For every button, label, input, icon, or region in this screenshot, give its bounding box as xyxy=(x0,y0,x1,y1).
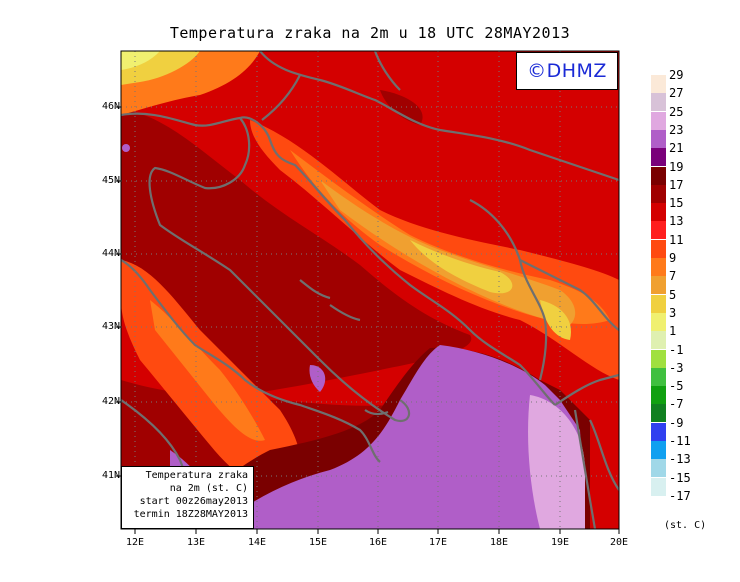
legend-level-label: 27 xyxy=(669,86,684,101)
field-ionian-23 xyxy=(215,345,585,529)
legend-level-label: 3 xyxy=(669,305,677,320)
field-sea-patch-23 xyxy=(309,365,326,392)
legend-level-label: 19 xyxy=(669,159,684,174)
field-alps-3 xyxy=(121,51,160,70)
lon-label-18e: 18E xyxy=(489,537,509,548)
legend-swatch xyxy=(651,404,666,423)
lat-label-45n: 45N xyxy=(101,175,120,186)
lat-label-41n: 41N xyxy=(101,470,120,481)
legend-swatch xyxy=(651,166,666,185)
legend-swatch xyxy=(651,367,666,386)
legend-level-label: -11 xyxy=(669,434,691,448)
legend-swatch xyxy=(651,221,666,240)
field-montenegro-5 xyxy=(540,300,571,340)
plot-frame xyxy=(120,50,620,530)
legend-swatch xyxy=(651,129,666,148)
legend-level-label: 13 xyxy=(669,214,684,229)
lon-label-16e: 16E xyxy=(368,537,388,548)
legend-swatch xyxy=(651,75,666,93)
field-ionian-25 xyxy=(528,395,585,529)
legend-level-label: -15 xyxy=(669,470,691,485)
legend-level-label: 23 xyxy=(669,122,684,137)
lon-label-20e: 20E xyxy=(609,537,629,548)
field-apennines-9 xyxy=(150,300,265,441)
field-dinarides-5 xyxy=(410,240,513,294)
legend-level-label: -1 xyxy=(669,342,684,357)
legend-swatch xyxy=(651,312,666,331)
legend-swatch xyxy=(651,477,666,496)
lon-label-19e: 19E xyxy=(550,537,570,548)
legend-level-label: 17 xyxy=(669,177,684,192)
legend-swatch xyxy=(651,184,666,203)
info-line-units: na 2m (st. C) xyxy=(169,483,248,494)
legend-level-label: 5 xyxy=(669,287,677,302)
lat-label-46n: 46N xyxy=(101,101,120,112)
legend-level-label: 15 xyxy=(669,196,684,211)
legend-level-label: 11 xyxy=(669,232,684,247)
field-sea-17 xyxy=(121,110,472,395)
lat-label-42n: 42N xyxy=(101,396,120,407)
legend-swatch xyxy=(651,386,666,405)
lon-label-13e: 13E xyxy=(186,537,206,548)
legend-swatch xyxy=(651,441,666,459)
legend-level-label: 1 xyxy=(669,324,677,339)
legend-swatch xyxy=(651,349,666,368)
legend-level-label: -5 xyxy=(669,379,684,394)
info-line-title: Temperatura zraka xyxy=(145,470,248,481)
lon-label-14e: 14E xyxy=(247,537,267,548)
legend-level-label: 25 xyxy=(669,104,684,119)
legend-units: (st. C) xyxy=(664,520,707,531)
legend-swatch xyxy=(651,459,666,478)
lat-label-44n: 44N xyxy=(101,248,120,259)
legend-swatch xyxy=(651,422,666,441)
legend-level-label: -3 xyxy=(669,360,684,375)
lon-label-12e: 12E xyxy=(125,537,145,548)
lon-label-17e: 17E xyxy=(428,537,448,548)
axis-ticks xyxy=(116,106,620,534)
legend-level-label: -13 xyxy=(669,452,691,467)
info-box: Temperatura zraka na 2m (st. C) start 00… xyxy=(121,466,254,529)
legend-swatch xyxy=(651,258,666,276)
graticule xyxy=(121,51,619,529)
field-dot-23 xyxy=(122,144,130,152)
legend-level-label: 7 xyxy=(669,269,677,284)
legend-level-label: -9 xyxy=(669,415,684,430)
legend-swatch xyxy=(651,239,666,258)
coastlines xyxy=(121,51,619,529)
legend-swatch xyxy=(651,331,666,350)
legend-swatch xyxy=(651,203,666,222)
legend-swatch xyxy=(651,111,666,130)
legend-level-label: 29 xyxy=(669,68,684,82)
info-line-termin: termin 18Z28MAY2013 xyxy=(133,509,248,520)
legend-swatch xyxy=(651,276,666,295)
legend-swatch xyxy=(651,148,666,167)
lat-label-43n: 43N xyxy=(101,321,120,332)
lon-label-15e: 15E xyxy=(308,537,328,548)
legend-level-label: 9 xyxy=(669,251,677,265)
legend-level-label: 21 xyxy=(669,141,684,156)
map-title: Temperatura zraka na 2m u 18 UTC 28MAY20… xyxy=(169,24,571,42)
legend-level-label: -17 xyxy=(669,488,691,503)
dhmz-logo: ©DHMZ xyxy=(516,52,618,90)
legend-swatch xyxy=(651,93,666,112)
info-line-start: start 00z26may2013 xyxy=(139,496,248,507)
legend-swatch xyxy=(651,294,666,313)
legend-level-label: -7 xyxy=(669,397,684,412)
